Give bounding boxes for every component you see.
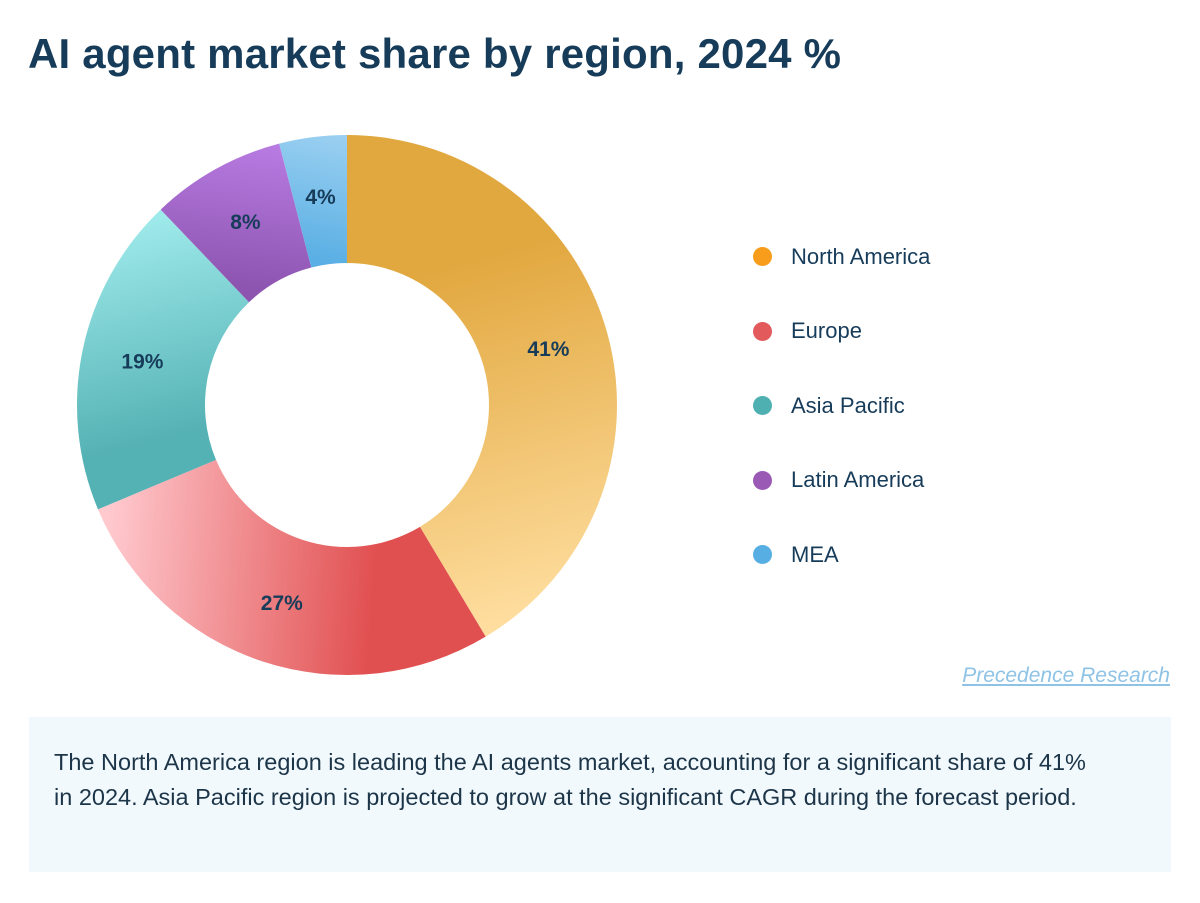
legend-swatch-latin-america <box>753 470 772 490</box>
legend-item-latin-america: Latin America <box>753 462 930 499</box>
slice-label-asia-pacific: 19% <box>121 351 163 374</box>
source-link[interactable]: Precedence Research <box>962 664 1170 687</box>
legend-label: Europe <box>791 318 862 343</box>
legend-label: Latin America <box>791 467 925 492</box>
legend-item-north-america: North America <box>753 238 930 275</box>
chart-legend: North America Europe Asia Pacific Latin Ame… <box>753 238 930 611</box>
slice-latin-america <box>160 143 312 303</box>
slice-asia-pacific <box>77 209 250 510</box>
legend-swatch-europe <box>753 321 772 341</box>
legend-item-mea: MEA <box>753 536 930 573</box>
summary-box: The North America region is leading the … <box>29 717 1171 872</box>
legend-swatch-mea <box>753 545 772 564</box>
legend-label: MEA <box>791 541 839 567</box>
slice-europe <box>97 459 486 675</box>
summary-text: The North America region is leading the … <box>54 749 1086 810</box>
slice-label-north-america: 41% <box>527 338 569 361</box>
slice-label-mea: 4% <box>305 186 336 209</box>
donut-chart: 41% 27% 19% 8% 4% <box>77 135 618 675</box>
legend-item-europe: Europe <box>753 313 930 350</box>
slice-mea <box>279 135 347 268</box>
slice-north-america <box>347 135 618 637</box>
slice-label-latin-america: 8% <box>230 211 261 234</box>
legend-item-asia-pacific: Asia Pacific <box>753 387 930 424</box>
chart-title: AI agent market share by region, 2024 % <box>28 30 842 77</box>
legend-swatch-north-america <box>753 247 772 266</box>
slice-label-europe: 27% <box>261 592 303 615</box>
legend-swatch-asia-pacific <box>753 396 772 415</box>
legend-label: Asia Pacific <box>791 392 905 418</box>
legend-label: North America <box>791 243 931 269</box>
